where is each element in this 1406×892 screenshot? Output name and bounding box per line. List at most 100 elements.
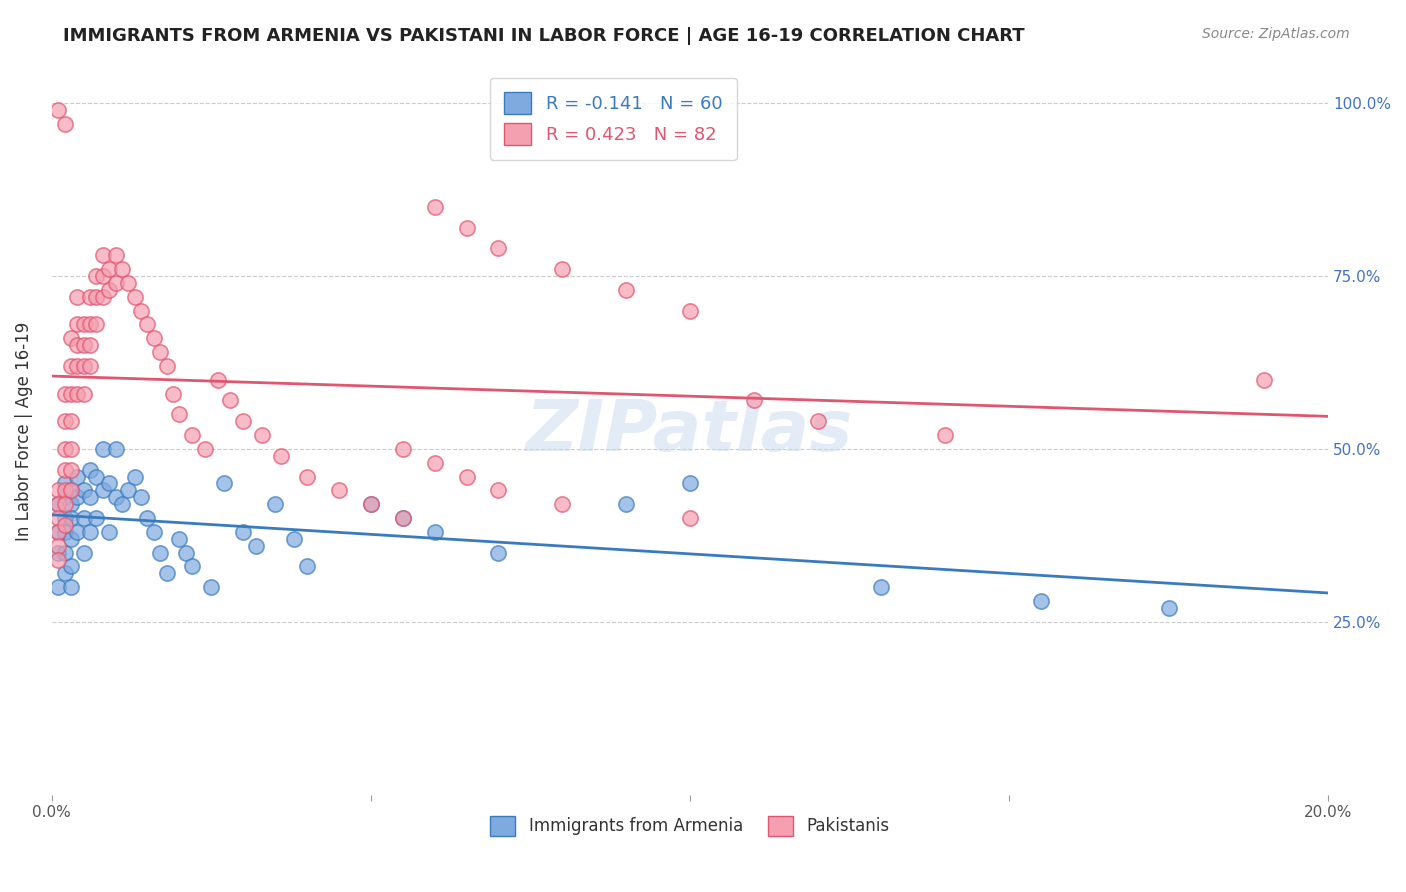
Point [59,359,82,373]
Point [98,524,121,539]
Point [66,290,89,304]
Point [488,483,510,498]
Point [117,276,139,290]
Point [79,318,101,332]
Point [59,331,82,345]
Point [46,483,69,498]
Point [870,580,893,594]
Point [934,428,956,442]
Point [162,386,184,401]
Point [59,483,82,498]
Point [86,290,108,304]
Point [679,511,702,525]
Point [423,200,446,214]
Point [104,491,127,505]
Point [91,248,114,262]
Point [86,469,108,483]
Point [53,546,76,560]
Point [742,393,765,408]
Point [1157,601,1180,615]
Point [391,511,413,525]
Point [232,414,254,428]
Point [679,303,702,318]
Point [1029,594,1052,608]
Point [79,338,101,352]
Point [136,318,159,332]
Point [360,497,382,511]
Point [129,491,152,505]
Text: IMMIGRANTS FROM ARMENIA VS PAKISTANI IN LABOR FORCE | AGE 16-19 CORRELATION CHAR: IMMIGRANTS FROM ARMENIA VS PAKISTANI IN … [63,27,1025,45]
Point [73,483,96,498]
Legend: Immigrants from Armenia, Pakistanis: Immigrants from Armenia, Pakistanis [482,807,898,845]
Point [391,511,413,525]
Point [551,262,574,277]
Point [91,268,114,283]
Point [73,546,96,560]
Point [98,283,121,297]
Point [142,524,165,539]
Point [391,442,413,456]
Point [59,463,82,477]
Text: Source: ZipAtlas.com: Source: ZipAtlas.com [1202,27,1350,41]
Point [181,428,204,442]
Point [46,580,69,594]
Point [156,566,179,581]
Point [360,497,382,511]
Point [73,386,96,401]
Point [53,518,76,533]
Point [252,428,274,442]
Point [46,511,69,525]
Point [456,469,478,483]
Point [86,511,108,525]
Point [264,497,287,511]
Point [53,491,76,505]
Point [295,559,318,574]
Point [59,442,82,456]
Point [149,546,172,560]
Point [46,539,69,553]
Point [59,511,82,525]
Point [53,386,76,401]
Point [79,491,101,505]
Point [59,386,82,401]
Point [73,359,96,373]
Point [46,546,69,560]
Point [66,386,89,401]
Point [423,524,446,539]
Text: ZIPatlas: ZIPatlas [526,397,853,467]
Point [66,338,89,352]
Point [91,483,114,498]
Point [117,483,139,498]
Point [86,268,108,283]
Point [614,283,637,297]
Point [66,491,89,505]
Y-axis label: In Labor Force | Age 16-19: In Labor Force | Age 16-19 [15,322,32,541]
Point [456,220,478,235]
Point [46,103,69,117]
Point [46,497,69,511]
Point [679,476,702,491]
Point [104,276,127,290]
Point [551,497,574,511]
Point [53,483,76,498]
Point [136,511,159,525]
Point [181,559,204,574]
Point [212,476,235,491]
Point [232,524,254,539]
Point [111,262,134,277]
Point [245,539,267,553]
Point [73,338,96,352]
Point [614,497,637,511]
Point [91,442,114,456]
Point [1253,373,1275,387]
Point [66,469,89,483]
Point [79,524,101,539]
Point [53,566,76,581]
Point [46,497,69,511]
Point [66,359,89,373]
Point [169,532,191,546]
Point [295,469,318,483]
Point [104,248,127,262]
Point [59,497,82,511]
Point [156,359,179,373]
